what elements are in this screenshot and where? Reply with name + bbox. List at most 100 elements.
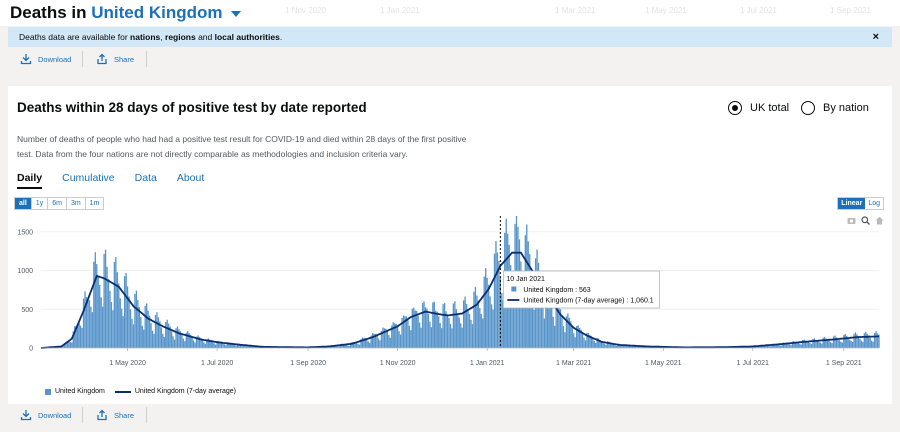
banner-link-regions[interactable]: regions: [165, 32, 196, 42]
daily-bar: [435, 310, 437, 348]
title-prefix: Deaths in: [10, 3, 87, 22]
average-line: [40, 251, 879, 349]
download-button[interactable]: Download: [20, 48, 71, 70]
daily-bar: [486, 277, 488, 348]
daily-bar: [229, 342, 231, 348]
top-actionbar: Download Share: [8, 48, 892, 70]
faint-date: 1 Mar 2021: [555, 6, 596, 15]
daily-bar: [757, 346, 760, 348]
radio-unselected-icon[interactable]: [801, 101, 815, 115]
deaths-chart[interactable]: 0 500 1000 1500 1 May 2020 1 Jul 2020 1 Sep 20…: [8, 216, 892, 376]
daily-bar: [587, 333, 590, 348]
daily-bar: [749, 347, 751, 348]
daily-bar: [841, 342, 843, 348]
divider: [82, 407, 83, 423]
tooltip: 10 Jan 2021 United Kingdom : 563 United Ki…: [502, 270, 660, 309]
daily-bar: [857, 336, 860, 348]
daily-bar: [335, 345, 337, 348]
daily-bar: [191, 337, 193, 348]
daily-bar: [185, 332, 187, 348]
daily-bar: [154, 314, 157, 348]
banner-text: ,: [160, 32, 166, 42]
x-tick-label: 1 Jul 2020: [201, 360, 233, 367]
daily-bar: [376, 335, 378, 348]
banner-link-local[interactable]: local authorities: [214, 32, 280, 42]
tab-cumulative[interactable]: Cumulative: [62, 172, 115, 184]
range-all-button[interactable]: all: [15, 198, 32, 209]
daily-bar: [68, 341, 70, 348]
scale-log-button[interactable]: Log: [865, 198, 883, 209]
download-button[interactable]: Download: [20, 404, 71, 426]
daily-bar: [853, 333, 855, 348]
share-button[interactable]: Share: [96, 404, 134, 426]
daily-bar: [195, 336, 198, 348]
daily-bar: [99, 284, 101, 348]
daily-bar: [251, 345, 253, 348]
tab-data[interactable]: Data: [134, 172, 157, 184]
daily-bar: [595, 342, 597, 348]
daily-bar: [873, 332, 876, 348]
daily-bar: [501, 293, 503, 348]
daily-bar: [772, 343, 774, 348]
daily-bar: [602, 342, 604, 348]
daily-bar: [573, 333, 575, 348]
range-3m-button[interactable]: 3m: [66, 198, 86, 209]
daily-bar: [859, 338, 861, 348]
daily-bar: [175, 328, 177, 348]
daily-bar: [570, 321, 572, 348]
daily-bar: [576, 326, 578, 348]
daily-bar: [148, 315, 151, 348]
scale-linear-button[interactable]: Linear: [838, 198, 866, 209]
close-icon[interactable]: ×: [872, 31, 879, 43]
range-6m-button[interactable]: 6m: [48, 198, 67, 209]
daily-bar: [115, 257, 117, 348]
daily-bar: [599, 340, 601, 348]
daily-bar: [389, 337, 391, 348]
daily-bar: [760, 345, 763, 348]
daily-bar: [438, 316, 440, 348]
range-1m-button[interactable]: 1m: [85, 198, 104, 209]
range-1y-button[interactable]: 1y: [31, 198, 49, 209]
banner-link-nations[interactable]: nations: [130, 32, 161, 42]
daily-bar: [366, 339, 368, 348]
share-button[interactable]: Share: [96, 48, 134, 70]
tab-about[interactable]: About: [176, 172, 205, 184]
daily-bar: [81, 327, 83, 348]
zoom-icon[interactable]: [861, 212, 870, 225]
daily-bar: [643, 346, 645, 348]
daily-bar: [854, 332, 857, 348]
daily-bar: [474, 286, 477, 348]
radio-selected-icon[interactable]: [728, 101, 742, 115]
legend-item-average[interactable]: United Kingdom (7-day average): [114, 388, 236, 395]
camera-icon[interactable]: [847, 212, 856, 224]
faint-date: 1 Jul 2021: [740, 6, 777, 15]
banner-text: and: [195, 32, 215, 42]
daily-bar: [592, 338, 594, 348]
tab-daily[interactable]: Daily: [17, 172, 43, 189]
daily-bar: [625, 346, 628, 348]
download-icon: [20, 54, 32, 65]
daily-bar: [421, 302, 424, 348]
radio-uk-total[interactable]: UK total: [728, 101, 789, 115]
daily-bar: [407, 319, 409, 348]
daily-bar: [468, 314, 471, 348]
location-selector[interactable]: United Kingdom: [91, 3, 223, 22]
daily-bar: [364, 338, 366, 348]
radio-by-nation[interactable]: By nation: [801, 101, 869, 115]
daily-bar: [377, 338, 380, 348]
daily-bar: [763, 344, 766, 348]
home-icon[interactable]: [875, 212, 884, 225]
daily-bar: [495, 240, 497, 348]
faint-date: 1 May 2021: [645, 6, 687, 15]
chevron-down-icon[interactable]: [231, 10, 242, 17]
daily-bar: [600, 341, 603, 348]
daily-bar: [129, 309, 132, 348]
daily-bar: [388, 335, 390, 348]
legend-item-bars[interactable]: United Kingdom: [45, 388, 105, 395]
daily-bar: [109, 290, 111, 348]
daily-bar: [413, 307, 415, 348]
daily-bar: [71, 342, 73, 348]
download-label: Download: [38, 54, 72, 64]
daily-bar: [75, 326, 77, 348]
daily-bar: [135, 290, 138, 348]
